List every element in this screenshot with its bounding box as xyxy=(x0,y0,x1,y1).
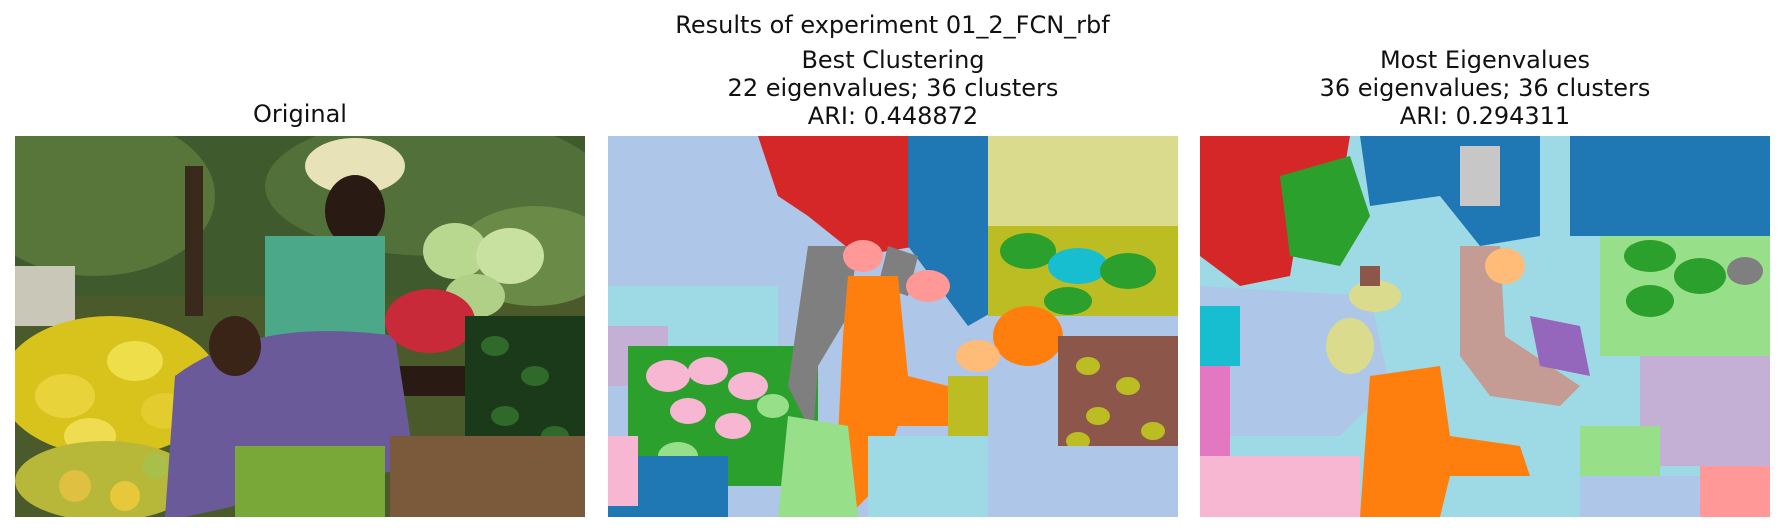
most-segmentation-map xyxy=(1200,136,1770,517)
best-segmentation-map xyxy=(608,136,1178,517)
panel-original: Original xyxy=(15,0,585,532)
title-line: Best Clustering xyxy=(801,46,985,74)
panel-title-best: Best Clustering 22 eigenvalues; 36 clust… xyxy=(608,46,1178,130)
title-line: Original xyxy=(253,100,347,128)
panel-title-original: Original xyxy=(15,100,585,128)
original-photo xyxy=(15,136,585,517)
panel-title-most: Most Eigenvalues 36 eigenvalues; 36 clus… xyxy=(1200,46,1770,130)
title-line: Most Eigenvalues xyxy=(1379,46,1591,74)
figure-suptitle: Results of experiment 01_2_FCN_rbf xyxy=(675,11,1110,39)
title-line: 22 eigenvalues; 36 clusters xyxy=(727,74,1059,102)
panel-best-clustering: Best Clustering 22 eigenvalues; 36 clust… xyxy=(608,0,1178,532)
title-line: ARI: 0.294311 xyxy=(1399,102,1571,130)
title-line: 36 eigenvalues; 36 clusters xyxy=(1319,74,1651,102)
panel-most-eigenvalues: Most Eigenvalues 36 eigenvalues; 36 clus… xyxy=(1200,0,1770,532)
title-line: ARI: 0.448872 xyxy=(807,102,979,130)
